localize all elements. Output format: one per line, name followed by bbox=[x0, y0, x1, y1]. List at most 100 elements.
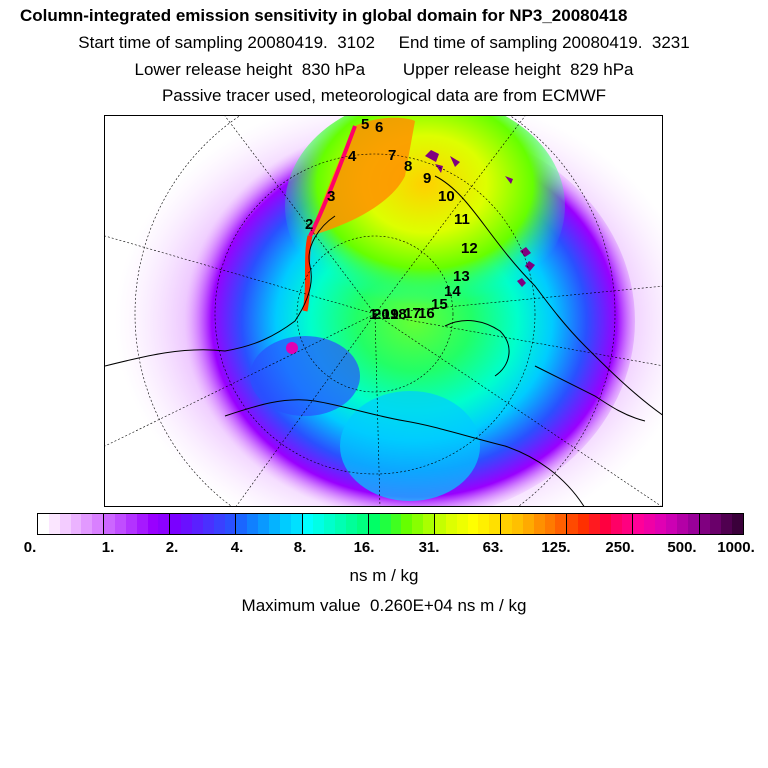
colorbar-swatch bbox=[202, 514, 214, 534]
trajectory-label: 10 bbox=[438, 188, 455, 205]
colorbar-swatch bbox=[346, 514, 357, 534]
trajectory-label: 13 bbox=[453, 268, 470, 285]
trajectory-label: 18 bbox=[390, 306, 407, 323]
colorbar bbox=[37, 513, 744, 535]
colorbar-swatch bbox=[544, 514, 556, 534]
colorbar-tick-label: 500. bbox=[667, 539, 697, 556]
colorbar-swatch bbox=[258, 514, 270, 534]
colorbar-swatch bbox=[710, 514, 722, 534]
trajectory-label: 5 bbox=[361, 116, 369, 133]
colorbar-swatch bbox=[379, 514, 391, 534]
trajectory-labels: 2 3 4 5 6 7 8 9 10 11 12 13 14 15 16 17 … bbox=[305, 116, 478, 323]
colorbar-swatch bbox=[170, 514, 182, 534]
sampling-time-line: Start time of sampling 20080419. 3102 En… bbox=[78, 33, 690, 52]
trajectory-label: 3 bbox=[327, 188, 335, 205]
colorbar-swatch bbox=[302, 514, 314, 534]
colorbar-swatch bbox=[92, 514, 105, 534]
colorbar-unit-label: ns m / kg bbox=[349, 566, 419, 585]
sensitivity-map: 2 3 4 5 6 7 8 9 10 11 12 13 14 15 16 17 … bbox=[104, 115, 663, 507]
maximum-value-label: Maximum value 0.260E+04 ns m / kg bbox=[241, 596, 527, 615]
plot-title: Column-integrated emission sensitivity i… bbox=[20, 6, 628, 25]
trajectory-label: 16 bbox=[418, 305, 435, 322]
colorbar-tick-label: 31. bbox=[418, 539, 440, 556]
colorbar-swatch bbox=[489, 514, 502, 534]
colorbar-swatch bbox=[456, 514, 468, 534]
colorbar-swatch bbox=[81, 514, 93, 534]
colorbar-swatch bbox=[401, 514, 413, 534]
trajectory-label: 2 bbox=[305, 216, 313, 233]
trajectory-label: 17 bbox=[404, 305, 421, 322]
graticule bbox=[105, 116, 662, 506]
trajectory-label: 8 bbox=[404, 158, 412, 175]
colorbar-swatch bbox=[290, 514, 303, 534]
trajectory-label: 19 bbox=[382, 306, 399, 323]
trajectory-label: 11 bbox=[454, 211, 470, 228]
colorbar-swatch bbox=[390, 514, 402, 534]
trajectory-label: 20 bbox=[373, 306, 390, 323]
colorbar-swatch bbox=[467, 514, 479, 534]
colorbar-swatch bbox=[445, 514, 457, 534]
colorbar-swatch bbox=[533, 514, 545, 534]
trajectory-label: 7 bbox=[388, 147, 396, 164]
colorbar-swatch bbox=[412, 514, 424, 534]
trajectory-label: 4 bbox=[348, 148, 357, 165]
colorbar-swatch bbox=[236, 514, 248, 534]
release-height-line: Lower release height 830 hPa Upper relea… bbox=[134, 60, 634, 79]
colorbar-swatch bbox=[313, 514, 325, 534]
colorbar-tick-label: 125. bbox=[541, 539, 571, 556]
colorbar-swatch bbox=[699, 514, 711, 534]
colorbar-swatch bbox=[181, 514, 193, 534]
coastlines bbox=[105, 175, 662, 506]
colorbar-tick-label: 250. bbox=[605, 539, 635, 556]
colorbar-swatch bbox=[335, 514, 347, 534]
trajectory-label: 1 bbox=[369, 306, 377, 323]
colorbar-swatch bbox=[48, 514, 60, 534]
colorbar-swatch bbox=[501, 514, 512, 534]
colorbar-swatch bbox=[158, 514, 171, 534]
colorbar-swatch bbox=[38, 514, 49, 534]
colorbar-tick-label: 63. bbox=[482, 539, 504, 556]
colorbar-swatch bbox=[665, 514, 677, 534]
colorbar-swatch bbox=[610, 514, 622, 534]
colorbar-swatch bbox=[478, 514, 490, 534]
colorbar-swatch bbox=[147, 514, 159, 534]
colorbar-tick-label: 1000. bbox=[717, 539, 755, 556]
colorbar-swatch bbox=[511, 514, 523, 534]
colorbar-tick-label: 2. bbox=[165, 539, 179, 556]
colorbar-swatch bbox=[368, 514, 380, 534]
colorbar-swatch bbox=[621, 514, 634, 534]
colorbar-swatch bbox=[599, 514, 611, 534]
colorbar-swatch bbox=[655, 514, 666, 534]
colorbar-swatch bbox=[555, 514, 568, 534]
colorbar-swatch bbox=[676, 514, 688, 534]
colorbar-swatch bbox=[644, 514, 656, 534]
colorbar-swatch bbox=[269, 514, 280, 534]
colorbar-tick-label: 16. bbox=[353, 539, 375, 556]
colorbar-swatch bbox=[434, 514, 446, 534]
colorbar-swatch bbox=[423, 514, 435, 534]
colorbar-swatch bbox=[70, 514, 82, 534]
colorbar-swatch bbox=[721, 514, 733, 534]
colorbar-swatch bbox=[136, 514, 148, 534]
colorbar-swatch bbox=[224, 514, 237, 534]
colorbar-swatch bbox=[687, 514, 700, 534]
colorbar-tick-label: 8. bbox=[293, 539, 307, 556]
colorbar-swatch bbox=[324, 514, 336, 534]
colorbar-swatch bbox=[578, 514, 589, 534]
colorbar-tick-label: 4. bbox=[230, 539, 244, 556]
trajectory-label: 14 bbox=[444, 283, 461, 300]
colorbar-swatch bbox=[567, 514, 579, 534]
colorbar-swatch bbox=[192, 514, 203, 534]
tracer-info-line: Passive tracer used, meteorological data… bbox=[161, 86, 607, 105]
colorbar-swatch bbox=[279, 514, 291, 534]
colorbar-swatch bbox=[115, 514, 126, 534]
colorbar-swatch bbox=[125, 514, 137, 534]
colorbar-swatch bbox=[588, 514, 600, 534]
sensitivity-field bbox=[115, 116, 662, 506]
colorbar-swatch bbox=[633, 514, 645, 534]
colorbar-swatch bbox=[247, 514, 259, 534]
colorbar-swatch bbox=[732, 514, 743, 534]
trajectory-label: 9 bbox=[423, 170, 431, 187]
colorbar-swatch bbox=[104, 514, 116, 534]
trajectory-label: 6 bbox=[375, 119, 383, 136]
